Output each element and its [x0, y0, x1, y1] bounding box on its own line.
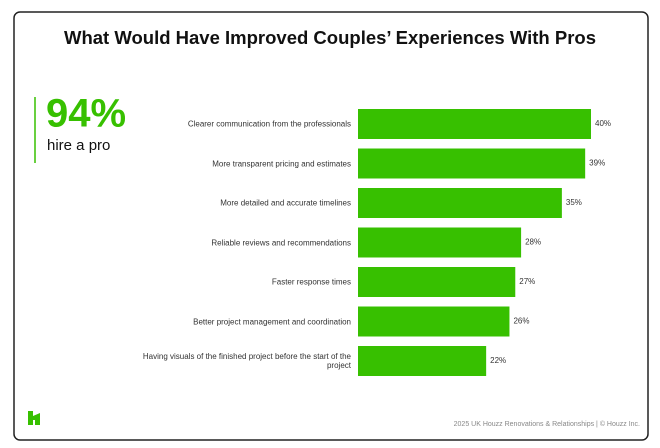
bar [358, 267, 516, 297]
value-label: 22% [490, 356, 506, 365]
value-label: 28% [525, 238, 541, 247]
category-label: Having visuals of the finished project b… [142, 352, 351, 370]
value-label: 26% [513, 317, 529, 326]
value-label: 39% [589, 159, 605, 168]
houzz-logo [28, 411, 40, 425]
value-label: 35% [566, 198, 582, 207]
chart-title: What Would Have Improved Couples’ Experi… [64, 27, 596, 48]
value-label: 27% [519, 277, 535, 286]
bar [358, 109, 591, 139]
bar [358, 346, 487, 376]
callout-text: hire a pro [47, 137, 110, 154]
category-label: More transparent pricing and estimates [212, 159, 351, 168]
logo-shape [28, 411, 40, 425]
category-label: Better project management and coordinati… [193, 317, 351, 326]
bar [358, 188, 562, 218]
category-label: Reliable reviews and recommendations [211, 238, 351, 247]
bar [358, 227, 522, 258]
bar [358, 306, 510, 337]
category-label: Faster response times [271, 277, 351, 287]
source: 2025 UK Houzz Renovations & Relationship… [454, 420, 640, 428]
callout-figure: 94% [46, 92, 126, 136]
category-label: More detailed and accurate timelines [220, 198, 351, 208]
value-label: 40% [595, 119, 611, 128]
category-label: Clearer communication from the professio… [187, 119, 351, 129]
bar [358, 148, 586, 179]
frame [13, 11, 649, 441]
